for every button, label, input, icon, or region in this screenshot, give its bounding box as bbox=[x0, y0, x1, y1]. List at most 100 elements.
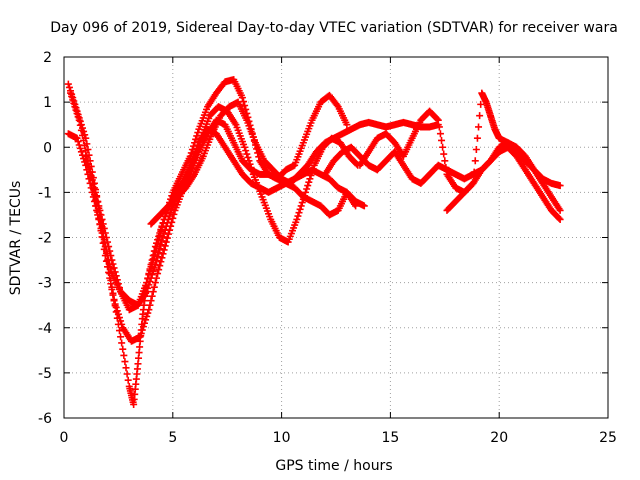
data-point bbox=[164, 230, 172, 238]
data-point bbox=[149, 288, 157, 296]
data-point bbox=[156, 245, 164, 253]
y-tick-label: -4 bbox=[38, 321, 52, 337]
data-point bbox=[148, 292, 156, 300]
data-point bbox=[98, 215, 106, 223]
data-point bbox=[469, 179, 477, 187]
data-point bbox=[242, 147, 250, 155]
data-point bbox=[472, 146, 480, 154]
data-point bbox=[187, 149, 195, 157]
data-point bbox=[74, 138, 82, 146]
data-point bbox=[109, 291, 117, 299]
x-axis-label: GPS time / hours bbox=[275, 458, 392, 474]
data-point bbox=[102, 234, 110, 241]
data-point bbox=[156, 229, 164, 237]
x-tick-label: 15 bbox=[381, 430, 399, 446]
data-point bbox=[144, 309, 152, 317]
data-point bbox=[159, 219, 167, 227]
data-point bbox=[64, 80, 72, 88]
data-point bbox=[146, 265, 154, 273]
data-point bbox=[556, 206, 564, 214]
data-point bbox=[115, 314, 123, 322]
data-point bbox=[107, 252, 115, 260]
data-point bbox=[151, 243, 159, 251]
data-point bbox=[238, 94, 246, 102]
data-point bbox=[142, 316, 150, 324]
data-point bbox=[88, 176, 96, 184]
data-point bbox=[122, 364, 130, 372]
data-point bbox=[110, 297, 118, 305]
data-point bbox=[118, 320, 126, 328]
data-point bbox=[97, 211, 105, 219]
data-point bbox=[298, 199, 306, 207]
data-point bbox=[75, 141, 83, 149]
data-point bbox=[104, 238, 112, 246]
data-point bbox=[155, 249, 163, 257]
y-tick-label: 1 bbox=[43, 95, 52, 111]
data-point bbox=[150, 283, 158, 291]
data-point bbox=[158, 222, 166, 230]
data-point bbox=[151, 279, 159, 287]
data-point bbox=[154, 236, 162, 244]
data-point bbox=[440, 150, 448, 158]
data-point bbox=[67, 89, 75, 97]
data-point bbox=[108, 256, 116, 264]
data-point bbox=[294, 212, 302, 220]
data-point bbox=[117, 333, 125, 341]
data-point bbox=[95, 202, 103, 210]
data-point bbox=[155, 232, 163, 240]
data-point bbox=[77, 148, 85, 156]
data-point bbox=[111, 300, 119, 308]
data-point bbox=[99, 220, 107, 228]
data-point bbox=[78, 131, 86, 139]
data-point bbox=[76, 121, 84, 129]
data-point bbox=[83, 156, 91, 164]
data-point bbox=[145, 270, 153, 278]
data-point bbox=[475, 123, 483, 131]
data-point bbox=[477, 100, 485, 108]
data-point bbox=[435, 123, 443, 131]
data-point bbox=[110, 264, 118, 272]
data-point bbox=[147, 297, 155, 305]
data-point bbox=[90, 184, 98, 192]
data-point bbox=[71, 103, 79, 111]
data-point bbox=[107, 265, 115, 273]
data-point bbox=[78, 151, 86, 159]
data-point bbox=[105, 243, 113, 251]
data-point bbox=[470, 168, 478, 176]
data-point bbox=[434, 116, 442, 124]
data-point bbox=[163, 234, 171, 242]
y-tick-label: -3 bbox=[38, 276, 52, 292]
grid-lines bbox=[64, 57, 608, 418]
y-tick-label: 0 bbox=[43, 140, 52, 156]
data-point bbox=[148, 256, 156, 264]
x-tick-label: 10 bbox=[273, 430, 291, 446]
data-point bbox=[155, 266, 163, 274]
data-point bbox=[306, 175, 314, 183]
data-point bbox=[113, 307, 121, 315]
x-tick-label: 25 bbox=[599, 430, 617, 446]
data-point bbox=[136, 333, 144, 341]
data-point bbox=[468, 180, 476, 188]
data-point bbox=[157, 226, 165, 234]
data-point bbox=[89, 180, 97, 188]
tick-labels: 0 5 10 15 20 25 -6 -5 -4 -3 -2 -1 0 1 2 bbox=[38, 50, 617, 446]
data-point bbox=[112, 272, 120, 280]
data-point bbox=[241, 102, 249, 110]
data-point bbox=[143, 312, 151, 320]
data-point bbox=[473, 134, 481, 142]
data-point bbox=[70, 99, 78, 107]
data-point bbox=[145, 306, 153, 314]
data-point bbox=[68, 92, 76, 100]
data-series-8 bbox=[443, 89, 564, 214]
data-point bbox=[556, 182, 564, 190]
data-point bbox=[159, 250, 167, 258]
data-point bbox=[157, 258, 165, 266]
data-point bbox=[108, 285, 116, 293]
data-point bbox=[433, 115, 441, 123]
data-point bbox=[93, 193, 101, 201]
data-point bbox=[73, 109, 81, 117]
data-point bbox=[77, 126, 85, 134]
y-tick-label: -6 bbox=[38, 411, 52, 427]
data-point bbox=[139, 323, 147, 331]
y-tick-label: -1 bbox=[38, 185, 52, 201]
